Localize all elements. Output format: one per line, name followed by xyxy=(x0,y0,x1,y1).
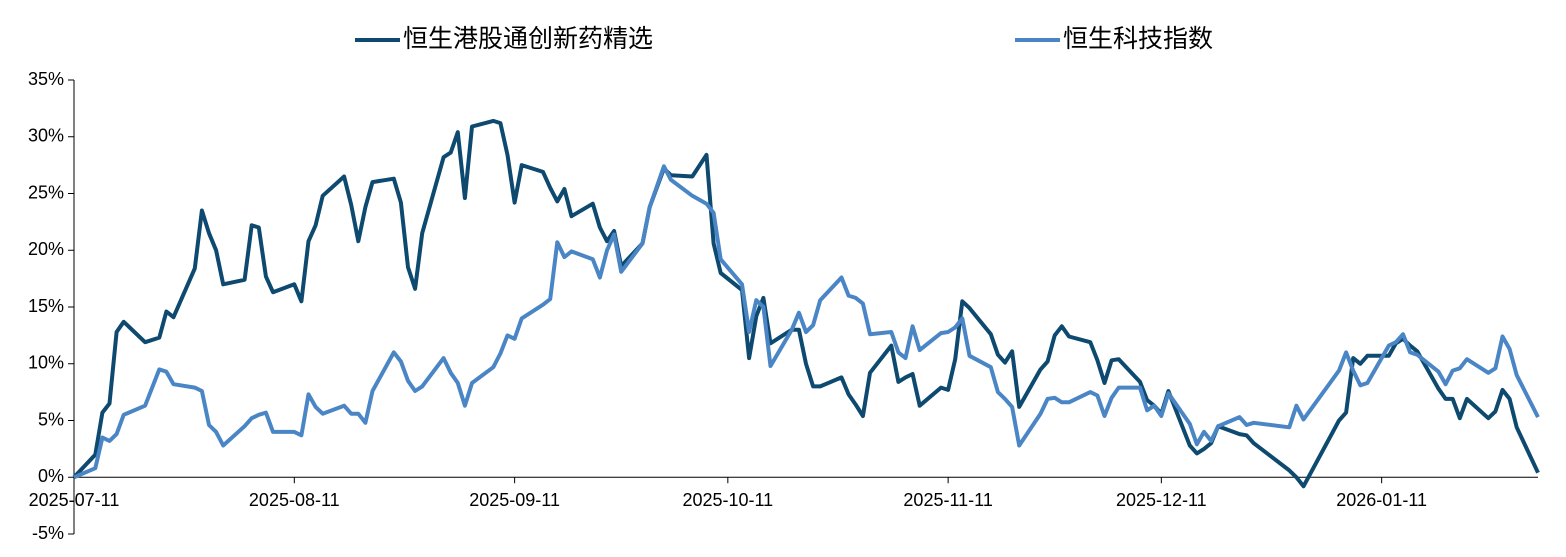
legend-label: 恒生科技指数 xyxy=(1063,24,1213,53)
series-line xyxy=(72,118,1540,489)
y-tick-label: 10% xyxy=(28,353,64,373)
y-tick-label: -5% xyxy=(32,523,64,543)
x-tick-label: 2025-08-11 xyxy=(249,490,340,510)
y-tick-label: 0% xyxy=(38,466,64,486)
x-tick-label: 2026-01-11 xyxy=(1336,490,1427,510)
x-tick-label: 2025-09-11 xyxy=(469,490,560,510)
y-tick-label: 15% xyxy=(28,296,64,316)
x-tick-label: 2025-11-11 xyxy=(903,490,992,510)
y-tick-label: 5% xyxy=(38,409,64,429)
y-tick-label: 25% xyxy=(28,182,64,202)
legend-label: 恒生港股通创新药精选 xyxy=(403,24,653,53)
x-tick-label: 2025-12-11 xyxy=(1116,490,1207,510)
x-tick-label: 2025-10-11 xyxy=(682,490,773,510)
y-tick-label: 35% xyxy=(28,69,64,89)
x-tick-label: 2025-07-11 xyxy=(29,490,120,510)
y-tick-label: 30% xyxy=(28,126,64,146)
y-tick-label: 20% xyxy=(28,239,64,259)
series-line xyxy=(73,164,1540,480)
